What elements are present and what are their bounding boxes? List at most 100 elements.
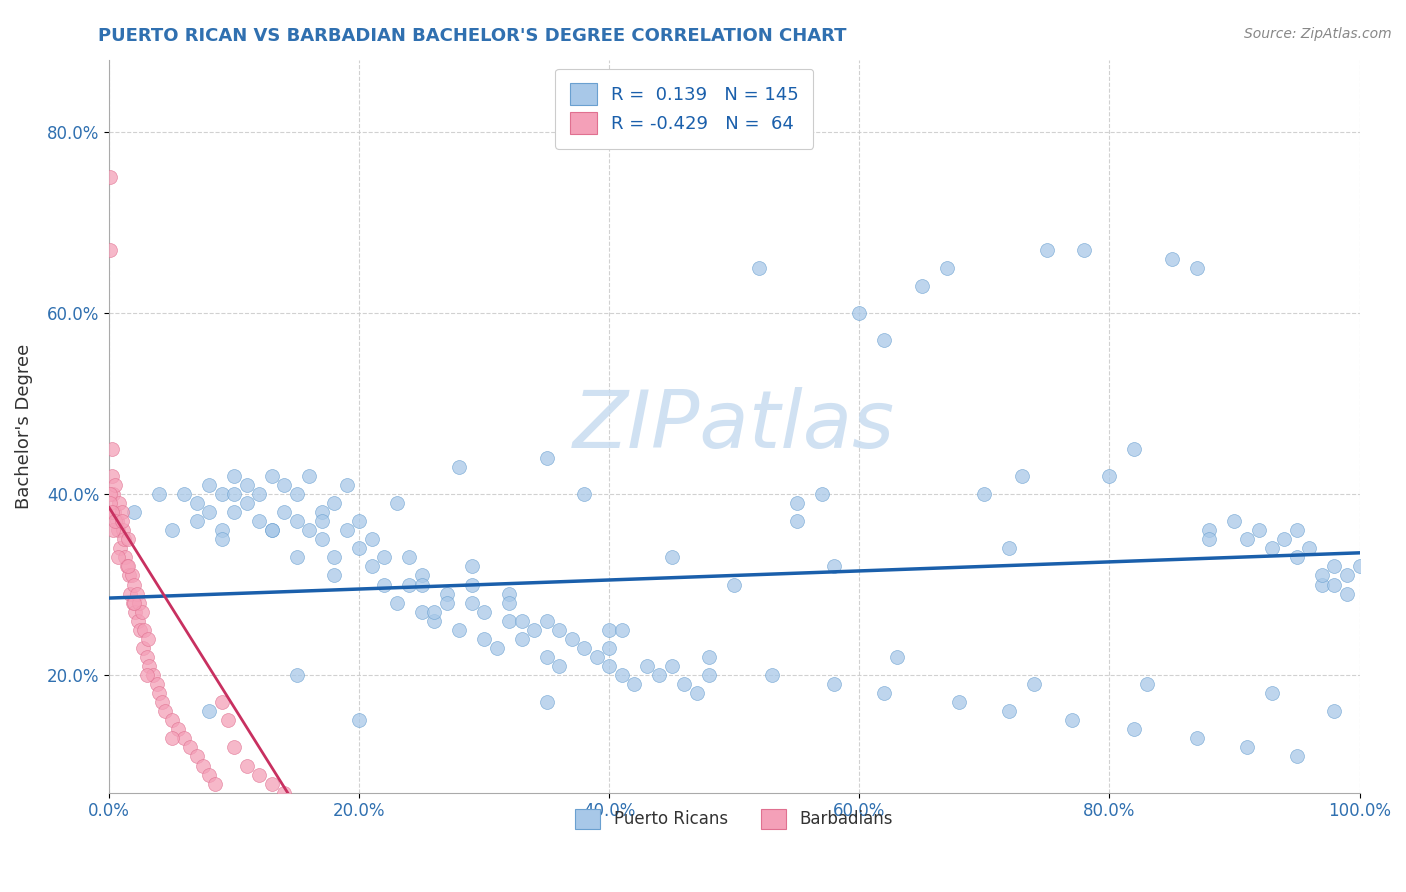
Point	[523, 623, 546, 637]
Point	[111, 523, 134, 537]
Point	[260, 469, 283, 483]
Point	[536, 649, 558, 664]
Point	[548, 659, 571, 673]
Point	[1073, 243, 1095, 257]
Point	[198, 478, 221, 492]
Point	[373, 577, 395, 591]
Point	[423, 605, 446, 619]
Point	[1310, 577, 1333, 591]
Point	[472, 632, 495, 646]
Point	[285, 487, 308, 501]
Point	[510, 632, 533, 646]
Point	[131, 605, 153, 619]
Point	[110, 505, 132, 519]
Point	[786, 514, 808, 528]
Point	[998, 541, 1021, 556]
Point	[536, 450, 558, 465]
Point	[423, 614, 446, 628]
Point	[167, 723, 190, 737]
Point	[107, 550, 129, 565]
Point	[661, 659, 683, 673]
Point	[485, 640, 508, 655]
Point	[1136, 677, 1159, 691]
Point	[132, 640, 155, 655]
Point	[260, 776, 283, 790]
Point	[347, 713, 370, 727]
Point	[105, 514, 128, 528]
Point	[155, 704, 177, 718]
Point	[173, 487, 195, 501]
Point	[160, 713, 183, 727]
Point	[1310, 568, 1333, 582]
Point	[285, 514, 308, 528]
Point	[472, 605, 495, 619]
Point	[112, 533, 135, 547]
Point	[191, 758, 214, 772]
Point	[101, 523, 124, 537]
Point	[411, 577, 433, 591]
Point	[548, 623, 571, 637]
Point	[1185, 260, 1208, 275]
Point	[135, 649, 157, 664]
Point	[1223, 514, 1246, 528]
Point	[1285, 523, 1308, 537]
Point	[385, 596, 408, 610]
Point	[1123, 723, 1146, 737]
Point	[142, 668, 165, 682]
Point	[623, 677, 645, 691]
Point	[1123, 442, 1146, 456]
Point	[136, 632, 159, 646]
Point	[1161, 252, 1184, 266]
Point	[260, 523, 283, 537]
Point	[98, 496, 121, 510]
Point	[561, 632, 583, 646]
Point	[179, 740, 201, 755]
Point	[98, 243, 121, 257]
Point	[436, 596, 458, 610]
Text: ZIPatlas: ZIPatlas	[574, 387, 896, 465]
Point	[761, 668, 783, 682]
Point	[686, 686, 709, 700]
Point	[998, 704, 1021, 718]
Point	[138, 659, 160, 673]
Point	[1098, 469, 1121, 483]
Point	[211, 533, 233, 547]
Point	[107, 523, 129, 537]
Point	[311, 533, 333, 547]
Point	[235, 758, 257, 772]
Point	[104, 478, 127, 492]
Point	[873, 686, 896, 700]
Point	[648, 668, 671, 682]
Point	[786, 496, 808, 510]
Point	[398, 577, 420, 591]
Point	[1298, 541, 1320, 556]
Point	[204, 776, 226, 790]
Point	[1011, 469, 1033, 483]
Point	[104, 514, 127, 528]
Point	[360, 533, 382, 547]
Point	[823, 677, 845, 691]
Point	[235, 478, 257, 492]
Point	[160, 731, 183, 746]
Point	[115, 559, 138, 574]
Point	[697, 668, 720, 682]
Point	[211, 523, 233, 537]
Point	[873, 333, 896, 347]
Point	[121, 568, 143, 582]
Point	[150, 695, 173, 709]
Point	[347, 541, 370, 556]
Point	[536, 614, 558, 628]
Point	[1198, 523, 1220, 537]
Point	[697, 649, 720, 664]
Point	[886, 649, 908, 664]
Point	[311, 514, 333, 528]
Point	[461, 596, 484, 610]
Point	[103, 505, 125, 519]
Point	[598, 640, 620, 655]
Point	[186, 514, 208, 528]
Point	[1060, 713, 1083, 727]
Point	[285, 550, 308, 565]
Point	[510, 614, 533, 628]
Point	[110, 514, 132, 528]
Point	[224, 469, 246, 483]
